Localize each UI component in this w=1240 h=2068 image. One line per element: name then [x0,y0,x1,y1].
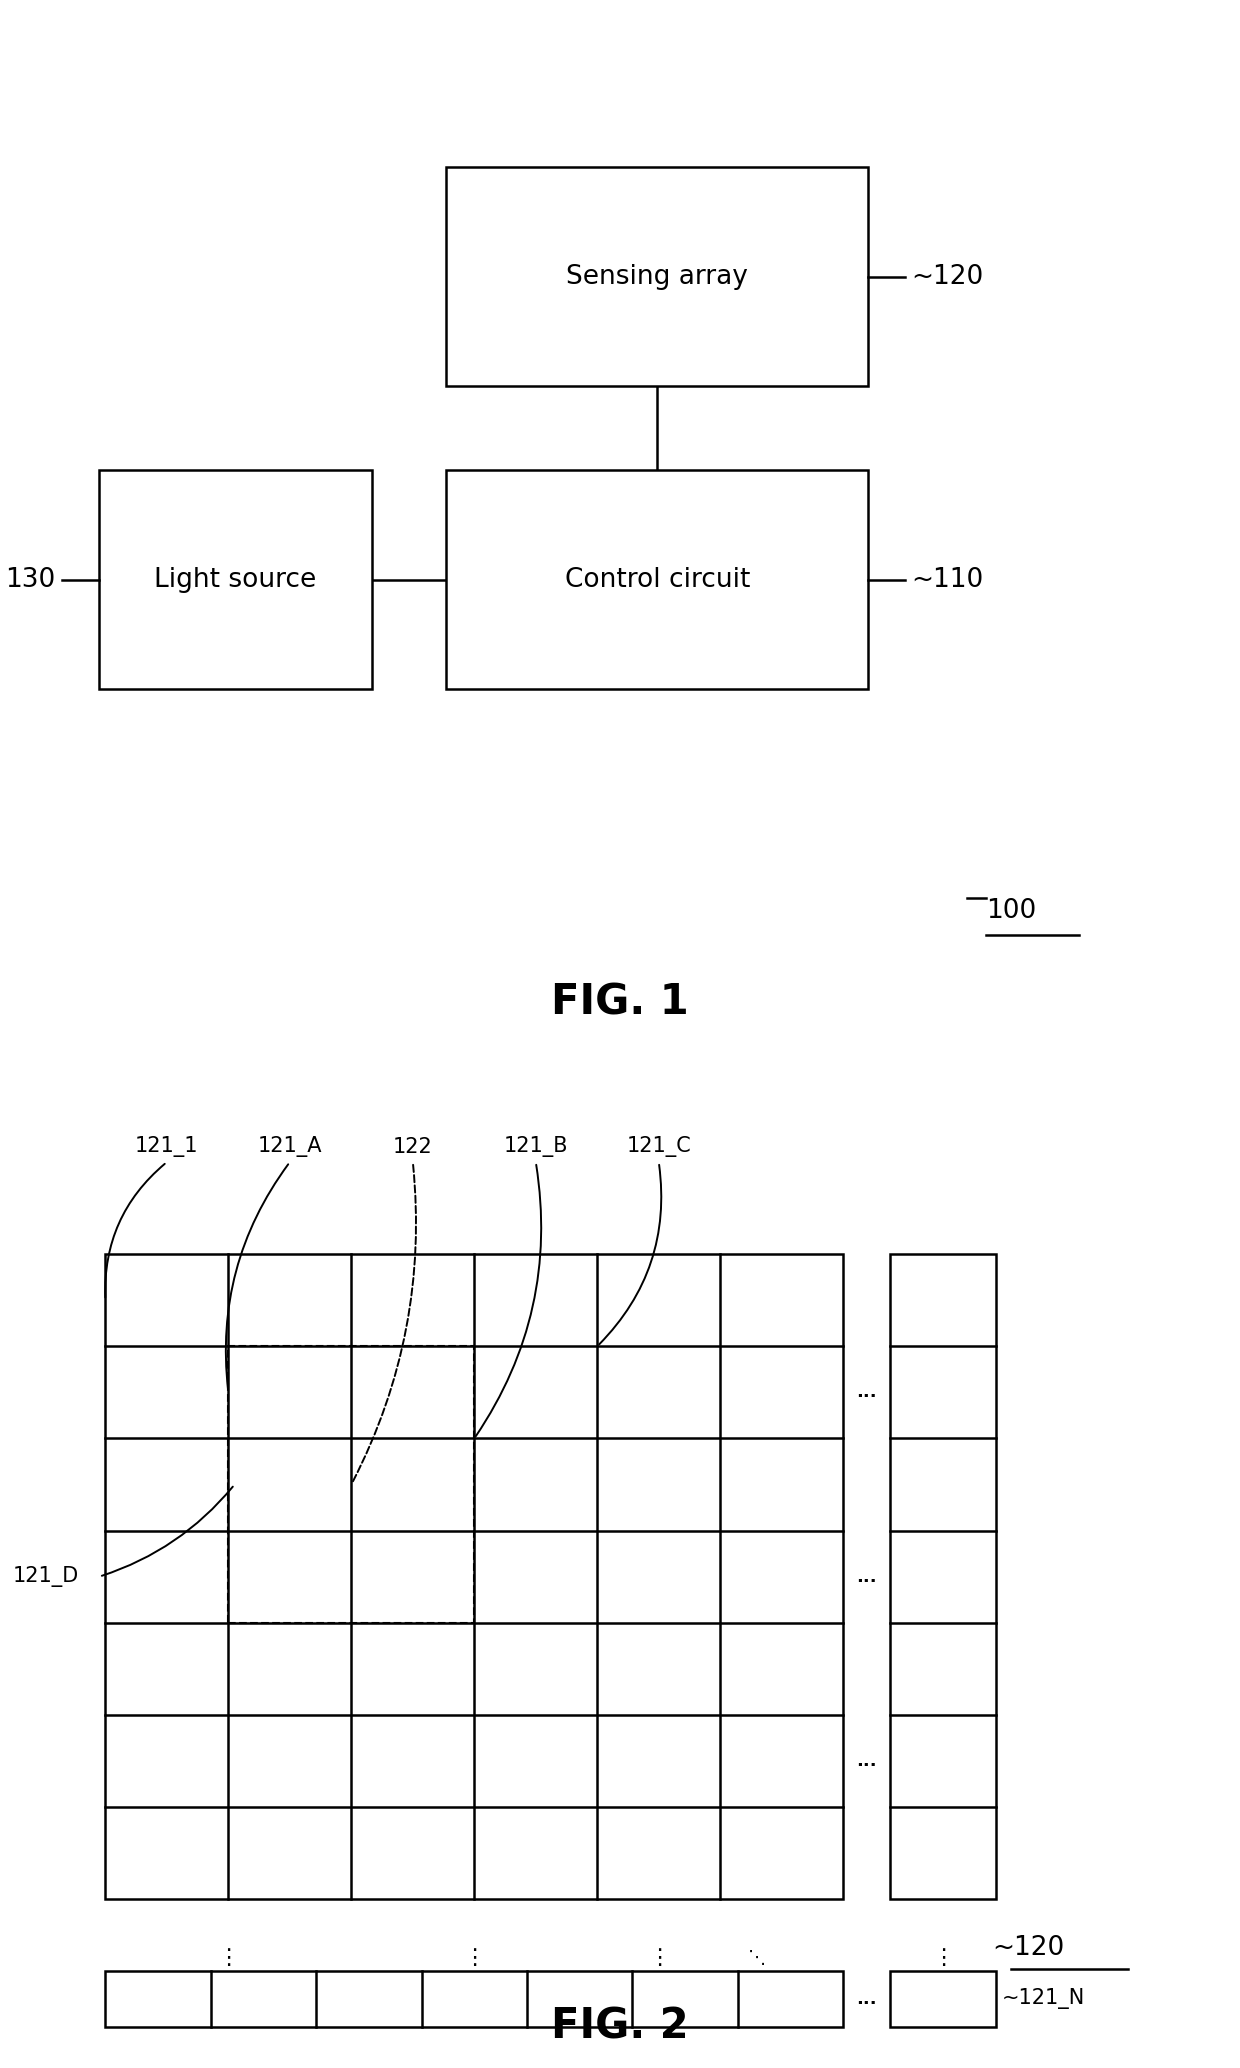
Text: 122: 122 [393,1137,433,1156]
Text: 121_C: 121_C [626,1135,691,1156]
Text: ...: ... [857,1752,877,1770]
Text: ~121_N: ~121_N [1002,1989,1085,2010]
Bar [890,1971,996,2027]
Text: ...: ... [857,1383,877,1402]
Bar [446,168,868,387]
Text: 130: 130 [5,567,56,594]
Text: ~120: ~120 [911,265,983,290]
Text: ~120: ~120 [992,1934,1064,1960]
Text: ⋮: ⋮ [217,1948,239,1969]
Text: Light source: Light source [155,567,316,594]
Text: 121_D: 121_D [12,1565,78,1586]
Text: FIG. 1: FIG. 1 [551,982,689,1024]
Bar [446,469,868,689]
Text: 121_1: 121_1 [135,1135,198,1156]
Bar [105,1253,843,1898]
Text: 100: 100 [986,898,1037,924]
Text: ⋮: ⋮ [647,1948,670,1969]
Text: ~110: ~110 [911,567,983,594]
Text: ⋱: ⋱ [748,1948,766,1967]
Bar [890,1253,996,1898]
Bar [99,469,372,689]
Text: Control circuit: Control circuit [564,567,750,594]
Bar [228,1346,474,1623]
Text: ...: ... [857,1989,877,2008]
Text: ⋮: ⋮ [464,1948,485,1969]
Text: 121_A: 121_A [258,1135,322,1156]
Text: ...: ... [857,1568,877,1586]
Text: FIG. 2: FIG. 2 [552,2006,688,2047]
Text: ⋮: ⋮ [932,1948,954,1969]
Text: Sensing array: Sensing array [567,265,748,290]
Text: 121_B: 121_B [503,1135,568,1156]
Bar [105,1971,843,2027]
